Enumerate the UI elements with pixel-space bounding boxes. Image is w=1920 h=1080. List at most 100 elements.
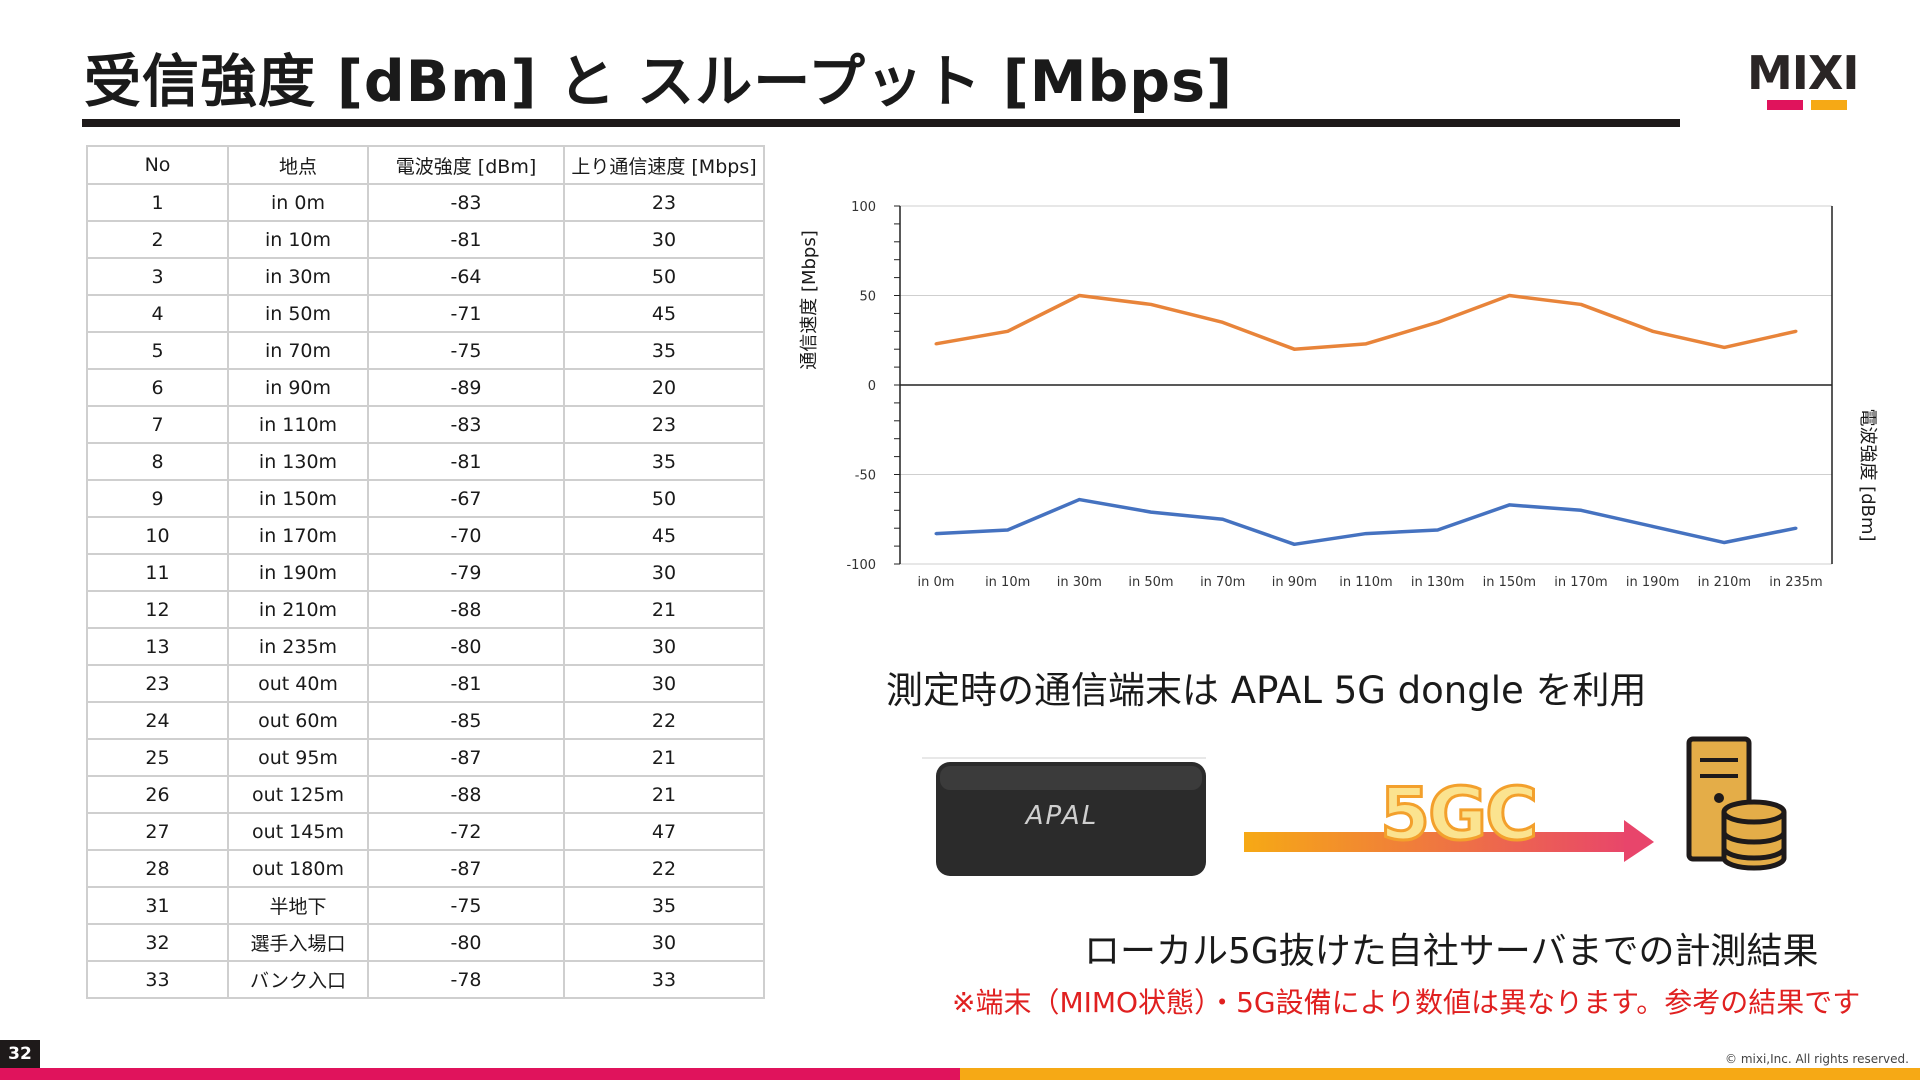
series-1-point	[1077, 498, 1081, 502]
cell-speed: 30	[563, 220, 765, 259]
cell-location: in 70m	[227, 331, 369, 370]
cell-signal: -72	[367, 812, 565, 851]
y-tick-label: -100	[846, 558, 876, 573]
server-database-icon	[1686, 736, 1787, 871]
y-tick-label: 100	[851, 200, 876, 215]
cell-signal: -71	[367, 294, 565, 333]
table-row: 24 out 60m -85 22	[86, 701, 765, 740]
series-0-point	[1722, 345, 1726, 349]
cell-speed: 45	[563, 516, 765, 555]
table-row: 2 in 10m -81 30	[86, 220, 765, 259]
cell-no: 6	[86, 368, 229, 407]
cell-signal: -81	[367, 220, 565, 259]
cell-signal: -64	[367, 257, 565, 296]
series-1-point	[1507, 503, 1511, 507]
slide-title: 受信強度 [dBm] と スループット [Mbps]	[84, 49, 1234, 115]
cell-location: out 145m	[227, 812, 369, 851]
table-row: 6 in 90m -89 20	[86, 368, 765, 407]
cell-location: out 180m	[227, 849, 369, 888]
cell-no: 23	[86, 664, 229, 703]
cell-location: in 130m	[227, 442, 369, 481]
cell-no: 4	[86, 294, 229, 333]
series-0-point	[1436, 320, 1440, 324]
cell-signal: -81	[367, 664, 565, 703]
throughput-signal-chart: 100 50 0 -50 -100 in 0m in 10m in 30m in 50m in 7…	[846, 200, 1833, 588]
table-row: 9 in 150m -67 50	[86, 479, 765, 518]
cell-signal: -70	[367, 516, 565, 555]
cell-signal: -89	[367, 368, 565, 407]
table-header-row: No 地点 電波強度 [dBm] 上り通信速度 [Mbps]	[86, 145, 765, 185]
cell-no: 25	[86, 738, 229, 777]
cell-signal: -83	[367, 405, 565, 444]
title-underline	[82, 119, 1680, 127]
series-0-point	[1006, 329, 1010, 333]
series-0-point	[1149, 302, 1153, 306]
table-row: 8 in 130m -81 35	[86, 442, 765, 481]
cell-no: 8	[86, 442, 229, 481]
cell-signal: -75	[367, 331, 565, 370]
page-number: 32	[0, 1040, 40, 1068]
cell-signal: -80	[367, 923, 565, 962]
x-tick-label: in 210m	[1698, 575, 1751, 588]
cell-location: in 50m	[227, 294, 369, 333]
x-tick-label: in 0m	[918, 575, 955, 588]
series-line-0	[935, 293, 1797, 351]
cell-signal: -79	[367, 553, 565, 592]
table-row: 1 in 0m -83 23	[86, 183, 765, 222]
series-1-point	[1579, 508, 1583, 512]
cell-no: 5	[86, 331, 229, 370]
series-0-point	[1579, 302, 1583, 306]
footer-bar-orange	[960, 1068, 1920, 1080]
series-0-point	[1651, 329, 1655, 333]
cell-signal: -80	[367, 627, 565, 666]
series-0-point	[1292, 347, 1296, 351]
series-1-point	[1292, 542, 1296, 546]
cell-no: 33	[86, 960, 229, 999]
copyright-text: © mixi,Inc. All rights reserved.	[1725, 1052, 1909, 1066]
cell-signal: -78	[367, 960, 565, 999]
cell-no: 2	[86, 220, 229, 259]
table-row: 33 バンク入口 -78 33	[86, 960, 765, 999]
series-0-point	[1077, 294, 1081, 297]
cell-speed: 50	[563, 479, 765, 518]
table-row: 3 in 30m -64 50	[86, 257, 765, 296]
series-0-point	[934, 342, 938, 346]
table-row: 7 in 110m -83 23	[86, 405, 765, 444]
header-signal: 電波強度 [dBm]	[367, 145, 565, 185]
cell-no: 7	[86, 405, 229, 444]
table-row: 27 out 145m -72 47	[86, 812, 765, 851]
logo-orange-bar	[1811, 100, 1847, 110]
cell-location: 選手入場口	[227, 923, 369, 962]
5gc-label: 5GC	[1378, 771, 1539, 858]
cell-location: out 60m	[227, 701, 369, 740]
cell-location: in 190m	[227, 553, 369, 592]
cell-speed: 22	[563, 849, 765, 888]
cell-no: 9	[86, 479, 229, 518]
table-row: 31 半地下 -75 35	[86, 886, 765, 925]
header-no: No	[86, 145, 229, 185]
header-speed: 上り通信速度 [Mbps]	[563, 145, 765, 185]
series-0-point	[1507, 294, 1511, 297]
cell-location: バンク入口	[227, 960, 369, 999]
table-row: 10 in 170m -70 45	[86, 516, 765, 555]
arrow-icon	[1244, 820, 1654, 862]
dongle-brand-label: APAL	[1024, 801, 1098, 831]
device-note: 測定時の通信端末は APAL 5G dongle を利用	[886, 669, 1647, 712]
cell-speed: 21	[563, 775, 765, 814]
table-row: 12 in 210m -88 21	[86, 590, 765, 629]
cell-location: in 0m	[227, 183, 369, 222]
header-location: 地点	[227, 145, 369, 185]
x-tick-label: in 235m	[1769, 575, 1822, 588]
cell-speed: 23	[563, 405, 765, 444]
cell-signal: -75	[367, 886, 565, 925]
series-line-1	[935, 497, 1797, 547]
cell-location: in 235m	[227, 627, 369, 666]
cell-signal: -81	[367, 442, 565, 481]
cell-no: 12	[86, 590, 229, 629]
cell-location: in 150m	[227, 479, 369, 518]
series-1-point	[1221, 517, 1225, 521]
cell-speed: 23	[563, 183, 765, 222]
series-0-point	[1221, 320, 1225, 324]
cell-speed: 50	[563, 257, 765, 296]
cell-location: out 40m	[227, 664, 369, 703]
